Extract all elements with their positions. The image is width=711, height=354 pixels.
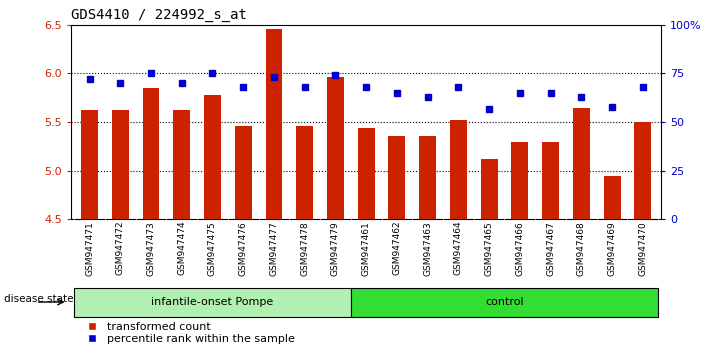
Bar bbox=[542, 142, 559, 219]
Text: GSM947474: GSM947474 bbox=[177, 221, 186, 275]
Bar bbox=[265, 29, 282, 219]
Text: control: control bbox=[485, 297, 524, 307]
Text: GSM947475: GSM947475 bbox=[208, 221, 217, 275]
Bar bbox=[112, 110, 129, 219]
Bar bbox=[74, 288, 351, 317]
Bar bbox=[81, 110, 98, 219]
Text: GSM947466: GSM947466 bbox=[515, 221, 524, 275]
Text: GSM947476: GSM947476 bbox=[239, 221, 247, 275]
Text: GSM947463: GSM947463 bbox=[423, 221, 432, 275]
Text: GSM947465: GSM947465 bbox=[485, 221, 493, 275]
Text: GSM947462: GSM947462 bbox=[392, 221, 402, 275]
Text: GSM947473: GSM947473 bbox=[146, 221, 156, 275]
Bar bbox=[327, 78, 344, 219]
Text: GSM947461: GSM947461 bbox=[362, 221, 370, 275]
Text: GSM947471: GSM947471 bbox=[85, 221, 94, 275]
Text: disease state: disease state bbox=[4, 294, 73, 304]
Legend: transformed count, percentile rank within the sample: transformed count, percentile rank withi… bbox=[77, 317, 299, 348]
Bar bbox=[204, 95, 221, 219]
Text: GSM947470: GSM947470 bbox=[638, 221, 647, 275]
Text: GSM947479: GSM947479 bbox=[331, 221, 340, 275]
Bar bbox=[604, 176, 621, 219]
Bar bbox=[481, 159, 498, 219]
Text: GSM947478: GSM947478 bbox=[300, 221, 309, 275]
Text: GSM947472: GSM947472 bbox=[116, 221, 124, 275]
Bar bbox=[351, 288, 658, 317]
Text: GDS4410 / 224992_s_at: GDS4410 / 224992_s_at bbox=[71, 8, 247, 22]
Bar bbox=[296, 126, 313, 219]
Bar bbox=[419, 136, 436, 219]
Bar bbox=[634, 122, 651, 219]
Text: GSM947464: GSM947464 bbox=[454, 221, 463, 275]
Text: GSM947468: GSM947468 bbox=[577, 221, 586, 275]
Text: GSM947469: GSM947469 bbox=[608, 221, 616, 275]
Bar bbox=[173, 110, 191, 219]
Bar bbox=[450, 120, 467, 219]
Text: GSM947477: GSM947477 bbox=[269, 221, 279, 275]
Bar bbox=[511, 142, 528, 219]
Bar bbox=[573, 108, 589, 219]
Text: GSM947467: GSM947467 bbox=[546, 221, 555, 275]
Bar bbox=[358, 128, 375, 219]
Bar bbox=[388, 136, 405, 219]
Bar bbox=[143, 88, 159, 219]
Text: infantile-onset Pompe: infantile-onset Pompe bbox=[151, 297, 274, 307]
Bar bbox=[235, 126, 252, 219]
